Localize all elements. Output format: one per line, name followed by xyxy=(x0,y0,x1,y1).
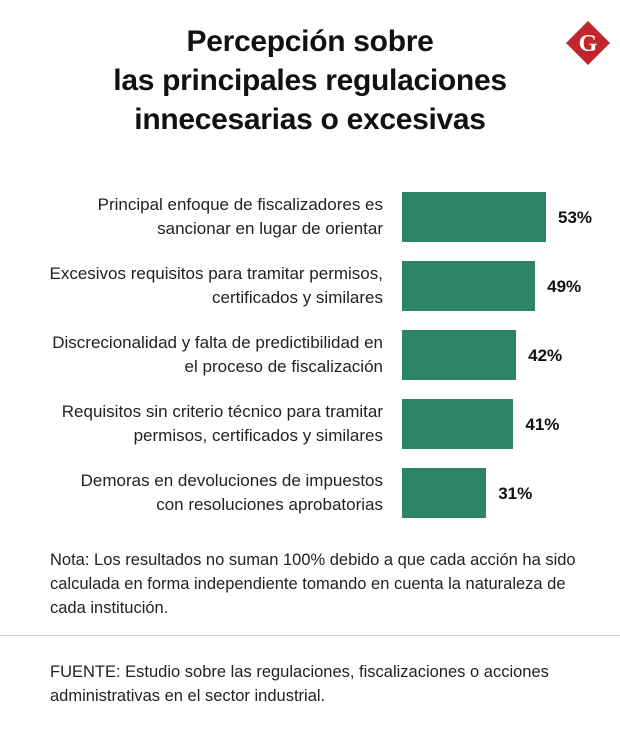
title-line-2: las principales regulaciones xyxy=(113,64,507,97)
category-label-line: Discrecionalidad y falta de predictibili… xyxy=(52,333,383,352)
category-label-line: Excesivos requisitos para tramitar permi… xyxy=(49,264,383,283)
category-label-line: sancionar en lugar de orientar xyxy=(157,219,383,238)
bar xyxy=(402,399,514,449)
category-label: Discrecionalidad y falta de predictibili… xyxy=(13,331,383,379)
category-label-line: permisos, certificados y similares xyxy=(133,426,383,445)
brand-logo-icon: G xyxy=(566,21,610,65)
value-label: 42% xyxy=(528,346,563,365)
bar xyxy=(402,330,517,380)
bar xyxy=(402,192,546,242)
category-label-line: Demoras en devoluciones de impuestos xyxy=(80,471,383,490)
bar-chart: Principal enfoque de fiscalizadores es sa… xyxy=(0,180,620,530)
value-label: 31% xyxy=(498,484,533,503)
category-label-line: Principal enfoque de fiscalizadores es xyxy=(97,195,383,214)
chart-note: Nota: Los resultados no suman 100% debid… xyxy=(50,551,576,617)
bar xyxy=(402,261,536,311)
logo-letter: G xyxy=(579,31,598,57)
value-label: 41% xyxy=(525,415,560,434)
category-label: Excesivos requisitos para tramitar permi… xyxy=(13,262,383,310)
bar xyxy=(402,468,487,518)
title-line-1: Percepción sobre xyxy=(186,25,434,58)
title-line-3: innecesarias o excesivas xyxy=(134,103,486,136)
category-label-line: el proceso de fiscalización xyxy=(184,357,383,376)
chart-source: FUENTE: Estudio sobre las regulaciones, … xyxy=(50,663,549,705)
category-label-line: certificados y similares xyxy=(212,288,383,307)
category-label: Principal enfoque de fiscalizadores es sa… xyxy=(13,193,383,241)
value-label: 49% xyxy=(547,277,582,296)
category-label-line: Requisitos sin criterio técnico para tra… xyxy=(61,402,383,421)
category-label-line: con resoluciones aprobatorias xyxy=(156,495,383,514)
category-label: Requisitos sin criterio técnico para tra… xyxy=(13,400,383,448)
value-label: 53% xyxy=(558,208,593,227)
footer-divider xyxy=(0,635,620,636)
chart-title: Percepción sobre las principales regulac… xyxy=(60,22,560,139)
category-label: Demoras en devoluciones de impuestos con … xyxy=(13,469,383,517)
